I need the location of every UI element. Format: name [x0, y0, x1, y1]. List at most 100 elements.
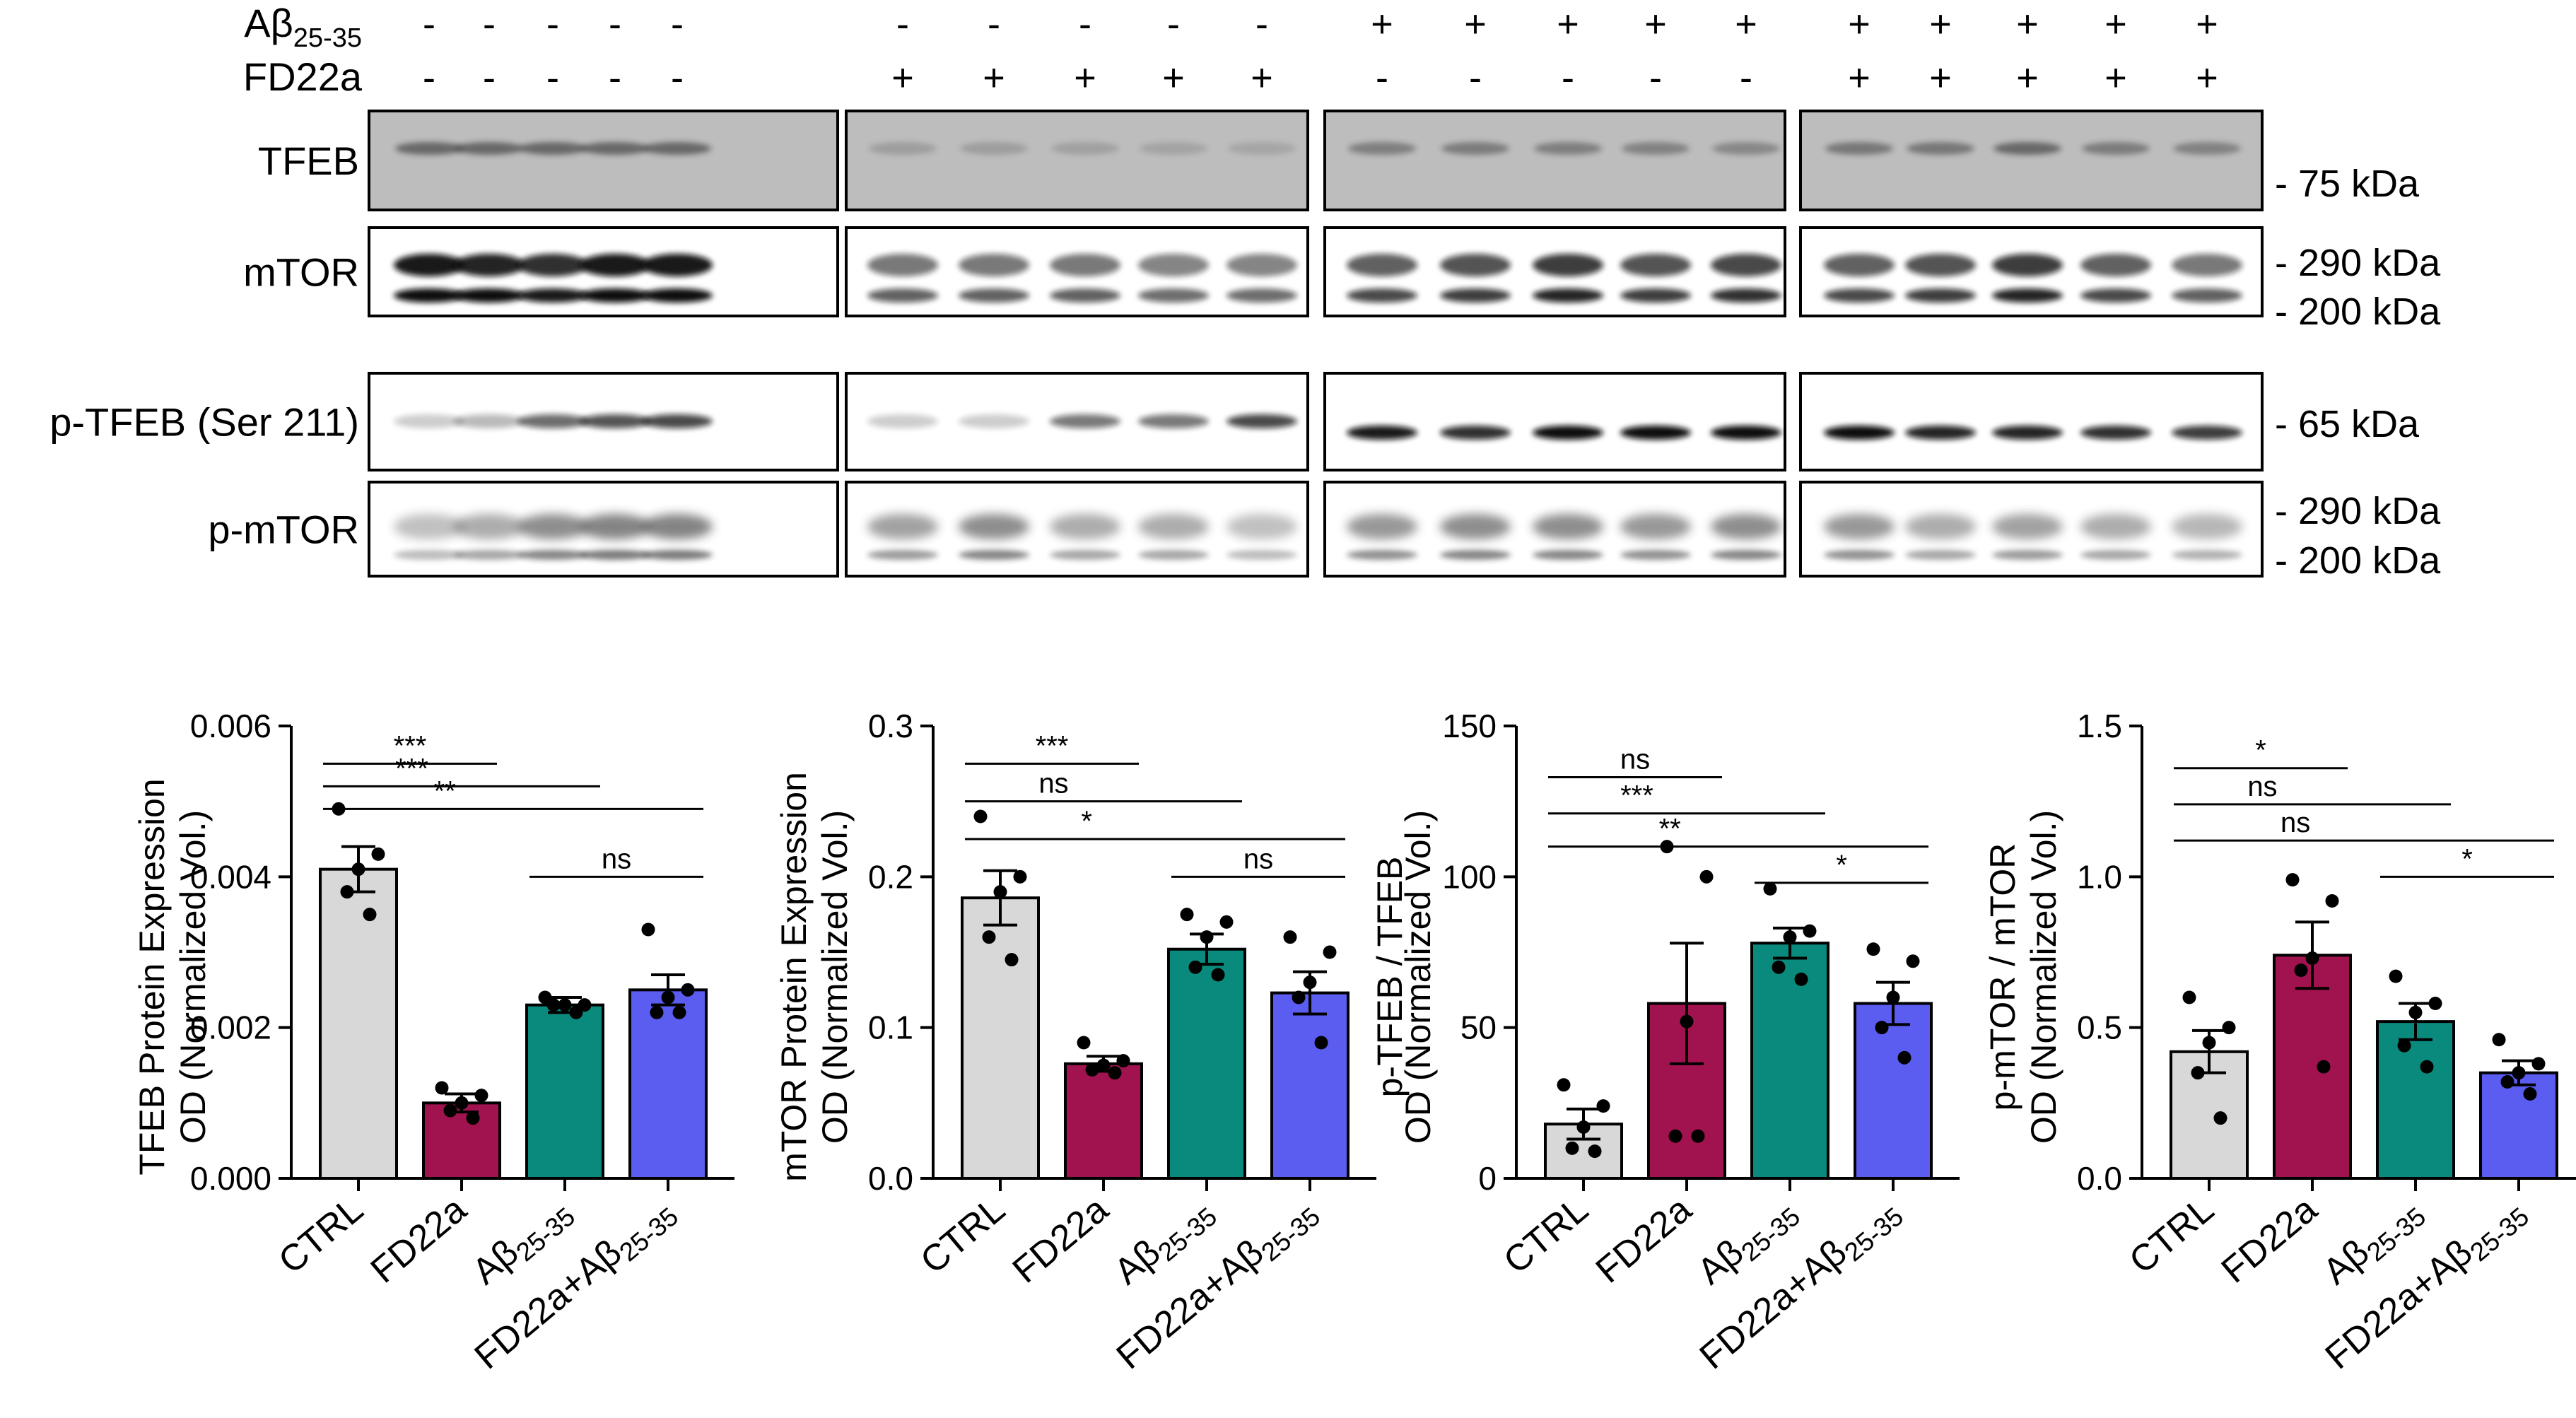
- treatment-sign: -: [671, 3, 684, 45]
- band: [1440, 426, 1511, 440]
- treatment-sign: +: [2016, 57, 2039, 99]
- y-tick-label: 0.2: [868, 858, 913, 895]
- treatment-sign: -: [609, 3, 621, 45]
- band: [867, 514, 938, 539]
- x-tick-label: CTRL: [271, 1189, 370, 1282]
- data-point: [650, 1005, 664, 1019]
- data-point: [1699, 869, 1714, 884]
- x-tick-label: FD22a: [1005, 1189, 1116, 1291]
- x-tick-label: CTRL: [1496, 1189, 1596, 1282]
- data-point: [2294, 963, 2308, 978]
- bar: [2376, 1020, 2455, 1180]
- band: [1533, 514, 1603, 539]
- data-point: [2389, 969, 2403, 983]
- treatment-label: FD22a: [243, 54, 363, 99]
- data-point: [2191, 1066, 2205, 1080]
- band: [1824, 426, 1895, 440]
- treatment-sign: +: [1644, 3, 1667, 45]
- band: [1347, 514, 1417, 539]
- data-point: [2305, 951, 2319, 966]
- data-point: [681, 983, 695, 997]
- band: [1711, 426, 1781, 440]
- treatment-row: Aβ25-35 - - - - - - - - - - + + + + + + + + + +: [244, 1, 2218, 53]
- blot-membrane: [1799, 226, 2264, 317]
- treatment-sign: -: [423, 57, 435, 99]
- data-point: [546, 998, 561, 1012]
- band: [867, 550, 938, 560]
- data-point: [2325, 893, 2339, 908]
- data-point: [1323, 945, 1337, 959]
- data-point: [1763, 881, 1777, 896]
- significance-label: *: [2461, 843, 2473, 874]
- treatment-sign: +: [1557, 3, 1579, 45]
- data-point: [1588, 1144, 1602, 1159]
- band: [642, 254, 713, 276]
- data-point: [1897, 1050, 1911, 1065]
- significance-label: ns: [1038, 768, 1068, 799]
- band: [1440, 254, 1511, 276]
- treatment-sign: -: [1562, 57, 1574, 99]
- band: [1905, 426, 1976, 440]
- band: [1226, 514, 1297, 539]
- band: [1992, 426, 2063, 440]
- band: [1050, 288, 1120, 303]
- blot-membrane: [845, 372, 1309, 471]
- band: [1534, 142, 1602, 155]
- band: [2172, 426, 2242, 440]
- band: [454, 288, 525, 303]
- membrane-frame: [845, 110, 1309, 211]
- band: [1050, 414, 1120, 428]
- band: [1907, 142, 1974, 155]
- treatment-sign: +: [1848, 57, 1870, 99]
- band: [1824, 550, 1895, 560]
- data-point: [2202, 1036, 2216, 1050]
- band: [2080, 288, 2151, 303]
- data-point: [2182, 990, 2196, 1004]
- y-axis-label: p-mTOR / mTOR: [1983, 843, 2022, 1111]
- significance-label: ns: [602, 843, 631, 874]
- band: [1994, 142, 2061, 155]
- blot-row-label: TFEB: [258, 139, 359, 183]
- data-point: [2408, 1005, 2423, 1019]
- data-point: [1188, 960, 1202, 974]
- data-point: [474, 1089, 488, 1103]
- band: [517, 254, 588, 276]
- data-point: [2222, 1021, 2236, 1035]
- significance-label: ***: [394, 730, 427, 761]
- data-point: [371, 847, 385, 861]
- x-tick-label: CTRL: [913, 1189, 1012, 1282]
- bar-chart: p-mTOR / mTOR OD (Normalized Vol.) 0.0 0.5 1…: [1983, 708, 2576, 1377]
- bar: [1750, 942, 1829, 1180]
- band: [517, 514, 588, 539]
- band: [959, 514, 1029, 539]
- band: [1711, 288, 1781, 303]
- bar-charts-panel: TFEB Protein Expression OD (Normalized Vo…: [132, 708, 2576, 1377]
- band: [2172, 288, 2242, 303]
- y-tick-label: 1.0: [2077, 858, 2122, 895]
- band: [1228, 142, 1296, 155]
- y-tick-label: 0.0: [868, 1160, 913, 1197]
- bar: [2479, 1071, 2558, 1180]
- blot-row: p-TFEB (Ser 211) - 65 kDa: [49, 372, 2420, 471]
- band: [517, 414, 588, 428]
- y-tick-label: 1.5: [2077, 708, 2122, 744]
- treatment-sign: +: [1735, 3, 1757, 45]
- data-point: [1303, 975, 1317, 990]
- band: [960, 142, 1028, 155]
- y-tick-label: 0.002: [190, 1009, 271, 1046]
- band: [1347, 550, 1417, 560]
- data-point: [1866, 942, 1880, 956]
- treatment-sign: +: [1464, 3, 1487, 45]
- treatment-sign: -: [483, 3, 496, 45]
- band: [1226, 550, 1297, 560]
- treatment-sign: +: [983, 57, 1005, 99]
- data-point: [1219, 915, 1234, 929]
- band: [1620, 288, 1691, 303]
- band: [1226, 254, 1297, 276]
- membrane-frame: [1323, 110, 1786, 211]
- treatment-sign: -: [483, 57, 496, 99]
- y-tick-label: 0.3: [868, 708, 913, 744]
- y-tick-label: 0.000: [190, 1160, 271, 1197]
- data-point: [2420, 1060, 2434, 1074]
